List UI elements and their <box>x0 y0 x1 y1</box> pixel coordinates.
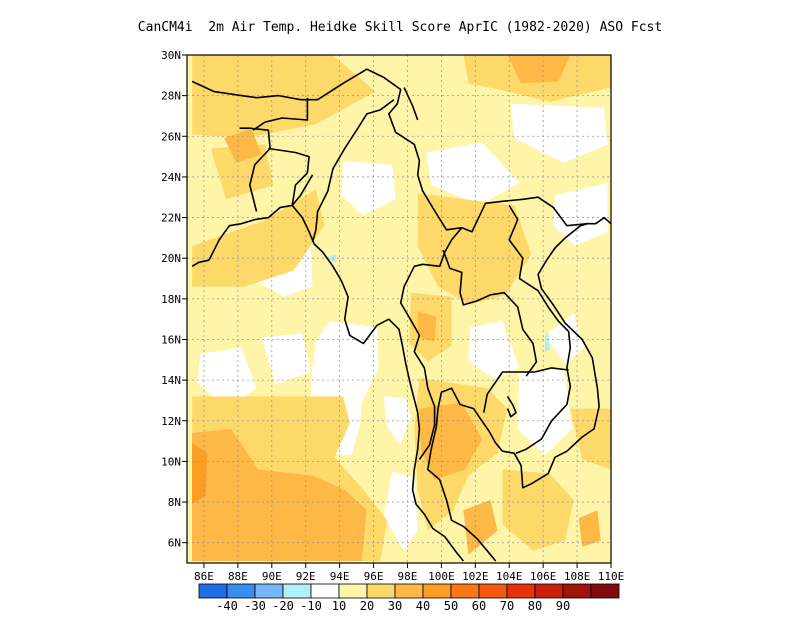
border-line <box>268 147 314 207</box>
lon-tick-label: 96E <box>364 570 384 583</box>
lat-tick-label: 10N <box>161 455 181 468</box>
border-line <box>508 204 572 455</box>
lat-tick-label: 22N <box>161 212 181 225</box>
lat-tick-label: 8N <box>168 496 181 509</box>
color-bar-swatch <box>254 583 284 599</box>
color-bar-label: -30 <box>244 599 266 613</box>
color-bar-swatch <box>310 583 340 599</box>
color-bar-label: 80 <box>528 599 542 613</box>
lon-tick-label: 94E <box>330 570 350 583</box>
skill-region-10-20-7 <box>426 142 520 206</box>
lon-tick-label: 102E <box>462 570 489 583</box>
color-bar-label: -40 <box>216 599 238 613</box>
color-bar-swatch <box>506 583 536 599</box>
lat-tick-label: 28N <box>161 90 181 103</box>
lat-tick-label: 30N <box>161 49 181 62</box>
border-line <box>483 367 569 413</box>
lat-tick-label: 26N <box>161 130 181 143</box>
color-bar-label: 50 <box>444 599 458 613</box>
lat-tick-label: 16N <box>161 333 181 346</box>
color-bar-label: 40 <box>416 599 430 613</box>
map-title: CanCM4i 2m Air Temp. Heidke Skill Score … <box>137 20 663 35</box>
border-line <box>208 204 465 562</box>
lat-tick-label: 24N <box>161 171 181 184</box>
color-bar-swatch <box>478 583 508 599</box>
color-bar-label: 90 <box>556 599 570 613</box>
skill-region-10-20-8 <box>510 103 608 163</box>
skill-region-50-60-31 <box>192 443 208 505</box>
border-line <box>191 68 588 233</box>
skill-region-40-50-24 <box>192 428 367 561</box>
lon-tick-label: 100E <box>428 570 455 583</box>
skill-region-30-40-23 <box>210 144 274 200</box>
border-line <box>191 259 210 267</box>
map-frame <box>186 54 612 564</box>
color-bar-swatch <box>422 583 452 599</box>
skill-region-40-50-28 <box>224 128 262 163</box>
skill-region-10-20-12 <box>544 313 584 364</box>
skill-region-10-20-10 <box>468 321 520 379</box>
skill-region-10-20-11 <box>517 367 572 456</box>
color-bar-swatch <box>394 583 424 599</box>
lon-tick-label: 86E <box>194 570 214 583</box>
border-line <box>311 99 395 243</box>
coastlines-borders <box>191 68 611 562</box>
lon-tick-label: 98E <box>398 570 418 583</box>
border-line <box>426 449 497 562</box>
skill-region-30-40-21 <box>502 469 574 551</box>
latitude-axis: 30N 28N 26N 24N 22N 20N 18N 16N 14N 12N 10N 8N 6N <box>161 49 187 550</box>
longitude-axis: 86E 88E 90E 92E 94E 96E 98E 100E 102E 104E 106E 108… <box>194 563 624 583</box>
skill-region-10-20-4 <box>197 347 257 409</box>
color-bar-swatch <box>366 583 396 599</box>
color-bar-label: -20 <box>272 599 294 613</box>
skill-region-30-40-22 <box>570 408 611 470</box>
color-bar-label: -10 <box>300 599 322 613</box>
color-bar-swatch <box>590 583 620 599</box>
lon-tick-label: 104E <box>496 570 523 583</box>
color-bar-swatch <box>198 583 228 599</box>
skill-region-10-20-5 <box>261 333 311 385</box>
lon-tick-label: 90E <box>262 570 282 583</box>
skill-region-10-20-2 <box>383 471 418 551</box>
color-bar-label: 30 <box>388 599 402 613</box>
border-line <box>252 97 309 131</box>
color-bar-label: 10 <box>332 599 346 613</box>
skill-region-40-50-29 <box>417 311 437 342</box>
lon-tick-label: 106E <box>530 570 557 583</box>
color-bar-legend: -40 -30 -20 -10 10 20 30 40 50 60 70 80 90 <box>198 583 620 613</box>
lat-tick-label: 12N <box>161 415 181 428</box>
lon-tick-label: 108E <box>564 570 591 583</box>
border-line <box>506 395 517 418</box>
color-bar-label: 60 <box>472 599 486 613</box>
color-bar-swatch <box>450 583 480 599</box>
color-bar-label: 20 <box>360 599 374 613</box>
color-bar-swatch <box>534 583 564 599</box>
skill-region-40-50-26 <box>463 500 498 555</box>
lat-tick-label: 18N <box>161 293 181 306</box>
lon-tick-label: 92E <box>296 570 316 583</box>
lon-tick-label: 88E <box>228 570 248 583</box>
lat-tick-label: 20N <box>161 252 181 265</box>
border-line <box>430 216 611 489</box>
skill-region-40-50-27 <box>507 55 571 84</box>
skill-region-10-20-9 <box>553 183 608 246</box>
color-bar-swatch <box>226 583 256 599</box>
skill-region-10-20-6 <box>341 160 396 216</box>
color-bar-swatch <box>338 583 368 599</box>
skill-region-30-40-14 <box>192 189 325 287</box>
border-line <box>399 227 463 460</box>
skill-region-30-40-17 <box>417 193 532 305</box>
skill-region-40-50-30 <box>578 510 601 547</box>
lon-tick-label: 110E <box>598 570 625 583</box>
color-bar-swatch <box>562 583 592 599</box>
border-line <box>442 249 538 377</box>
color-bar-label: 70 <box>500 599 514 613</box>
lat-tick-label: 6N <box>168 537 181 550</box>
lat-tick-label: 14N <box>161 374 181 387</box>
color-bar-swatch <box>282 583 312 599</box>
skill-region-0-10-33 <box>544 331 550 352</box>
border-line <box>403 87 419 121</box>
